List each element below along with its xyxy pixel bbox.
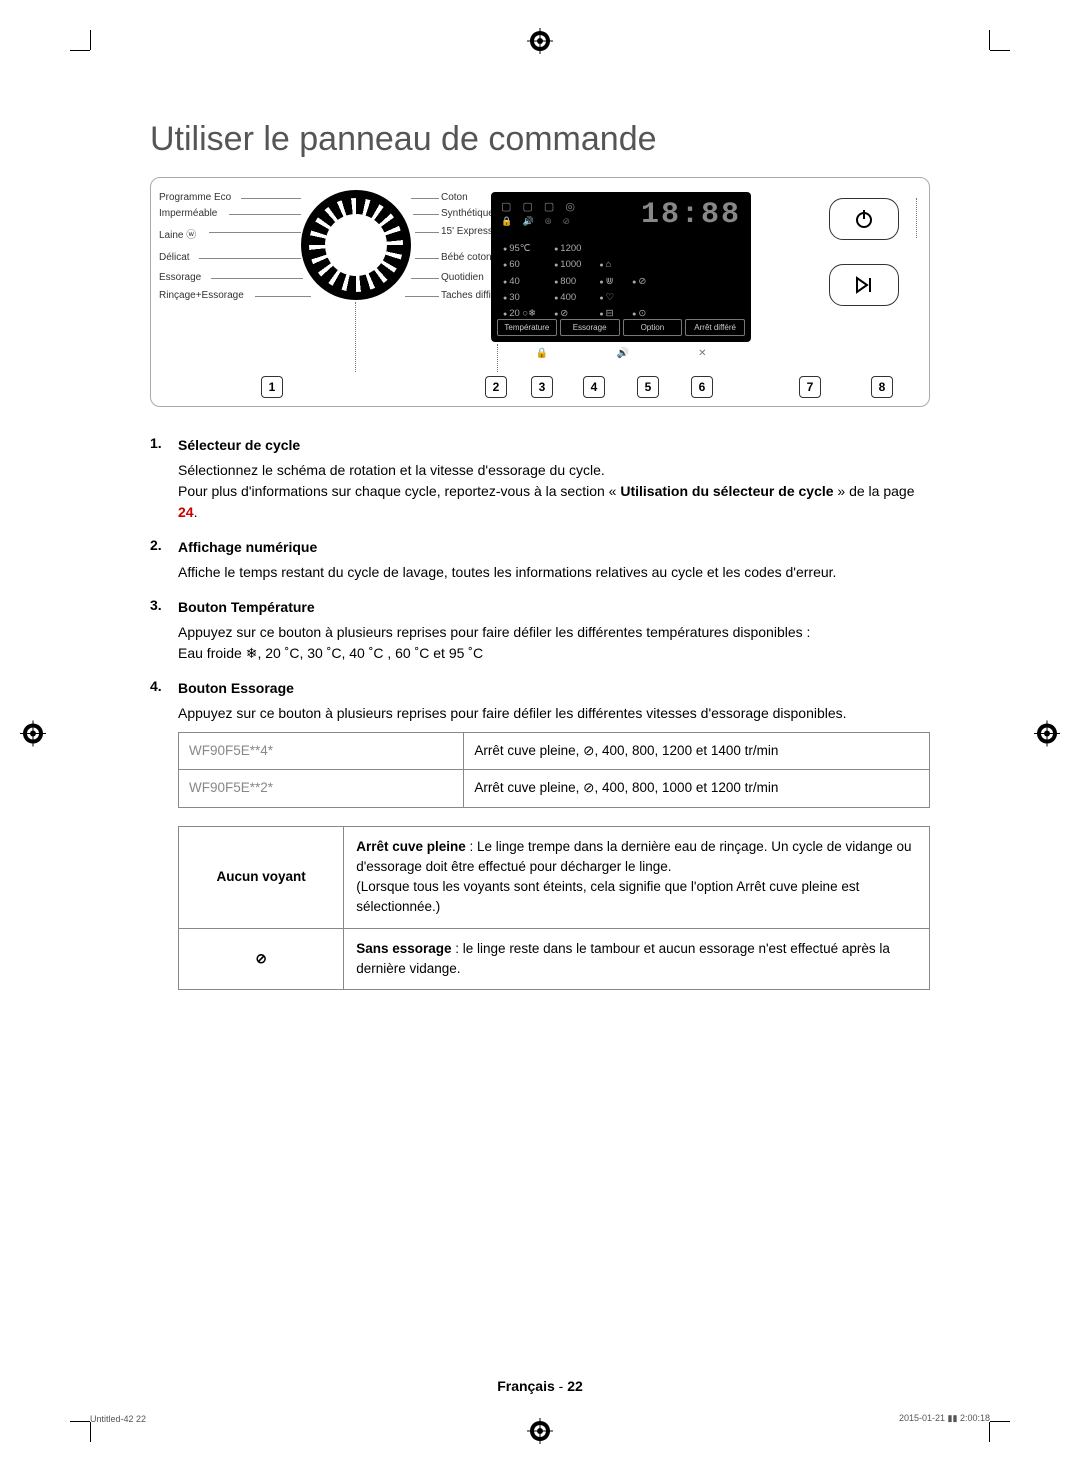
legend-label: Aucun voyant: [179, 826, 344, 928]
crop-mark: [70, 50, 90, 51]
spin-button: Essorage: [560, 319, 620, 336]
spin-speeds-cell: Arrêt cuve pleine, ⊘, 400, 800, 1000 et …: [464, 770, 930, 807]
footer-language-page: Français - 22: [497, 1378, 583, 1394]
crop-mark: [70, 1421, 90, 1422]
legend-desc: Arrêt cuve pleine : Le linge trempe dans…: [344, 826, 930, 928]
item-line: Pour plus d'informations sur chaque cycl…: [178, 481, 930, 502]
legend-table: Aucun voyant Arrêt cuve pleine : Le ling…: [178, 826, 930, 991]
display-icons-row2: 🔒 🔊 ⊛ ⊘: [501, 216, 574, 227]
item-1: 1. Sélecteur de cycle Sélectionnez le sc…: [150, 435, 930, 523]
registration-mark-bottom: [527, 1418, 553, 1444]
digital-display: ▢ ▢ ▢ ◎ 🔒 🔊 ⊛ ⊘ 18:88 95℃1200 601000⌂ 40…: [491, 192, 751, 342]
play-pause-icon: [853, 274, 875, 296]
item-3: 3. Bouton Température Appuyez sur ce bou…: [150, 597, 930, 664]
power-button: [829, 198, 899, 240]
dial-label: Essorage: [159, 272, 201, 283]
display-time: 18:88: [641, 198, 741, 232]
temperature-button: Température: [497, 319, 557, 336]
delay-button: Arrêt différé: [685, 319, 745, 336]
dial-label: Délicat: [159, 252, 190, 263]
callout-8: 8: [871, 376, 893, 398]
item-title: Affichage numérique: [178, 537, 930, 558]
callout-2: 2: [485, 376, 507, 398]
item-4: 4. Bouton Essorage Appuyez sur ce bouton…: [150, 678, 930, 990]
registration-mark-left: [20, 721, 46, 752]
footer-timestamp: 2015-01-21 ▮▮ 2:00:18: [899, 1413, 990, 1424]
dial-label: Rinçage+Essorage: [159, 290, 244, 301]
no-spin-icon: ⊘: [179, 928, 344, 990]
page-title: Utiliser le panneau de commande: [150, 120, 930, 159]
display-options-grid: 95℃1200 601000⌂ 40800⋓⊘ 30400♡ 20 ○❄⊘⊟⊙: [501, 240, 664, 323]
display-icons-row1: ▢ ▢ ▢ ◎: [501, 200, 579, 213]
content-area: Utiliser le panneau de commande Programm…: [150, 120, 930, 1372]
descriptions-list: 1. Sélecteur de cycle Sélectionnez le sc…: [150, 435, 930, 990]
item-2: 2. Affichage numérique Affiche le temps …: [150, 537, 930, 583]
callout-7: 7: [799, 376, 821, 398]
spin-speeds-cell: Arrêt cuve pleine, ⊘, 400, 800, 1200 et …: [464, 733, 930, 770]
item-line: Eau froide ❄, 20 ˚C, 30 ˚C, 40 ˚C , 60 ˚…: [178, 643, 930, 664]
callout-1: 1: [261, 376, 283, 398]
item-title: Bouton Température: [178, 597, 930, 618]
model-cell: WF90F5E**4*: [179, 733, 464, 770]
table-row: Aucun voyant Arrêt cuve pleine : Le ling…: [179, 826, 930, 928]
footer-filename: Untitled-42 22: [90, 1414, 146, 1424]
control-panel-diagram: Programme Eco Imperméable Laine ⓦ Délica…: [150, 177, 930, 407]
crop-mark: [990, 1421, 1010, 1422]
dial-label: Programme Eco: [159, 192, 231, 203]
item-line: Appuyez sur ce bouton à plusieurs repris…: [178, 622, 930, 643]
item-title: Sélecteur de cycle: [178, 435, 930, 456]
option-button: Option: [623, 319, 683, 336]
item-line: Appuyez sur ce bouton à plusieurs repris…: [178, 703, 930, 724]
item-line: Affiche le temps restant du cycle de lav…: [178, 562, 930, 583]
callout-3: 3: [531, 376, 553, 398]
registration-mark-right: [1034, 721, 1060, 752]
power-icon: [853, 208, 875, 230]
callout-5: 5: [637, 376, 659, 398]
crop-mark: [90, 1422, 91, 1442]
item-line: Sélectionnez le schéma de rotation et la…: [178, 460, 930, 481]
page-ref: 24: [178, 504, 194, 520]
table-row: WF90F5E**4* Arrêt cuve pleine, ⊘, 400, 8…: [179, 733, 930, 770]
model-cell: WF90F5E**2*: [179, 770, 464, 807]
models-table: WF90F5E**4* Arrêt cuve pleine, ⊘, 400, 8…: [178, 732, 930, 808]
crop-mark: [989, 1422, 990, 1442]
callout-6: 6: [691, 376, 713, 398]
dial-label: Quotidien: [441, 272, 484, 283]
display-buttons-row: Température Essorage Option Arrêt différ…: [497, 319, 745, 336]
table-row: ⊘ Sans essorage : le linge reste dans le…: [179, 928, 930, 990]
table-row: WF90F5E**2* Arrêt cuve pleine, ⊘, 400, 8…: [179, 770, 930, 807]
dial-label: Bébé coton: [441, 252, 492, 263]
dial-label: 15' Express: [441, 226, 493, 237]
page: Utiliser le panneau de commande Programm…: [0, 0, 1080, 1472]
cycle-dial: [301, 190, 411, 300]
crop-mark: [989, 30, 990, 50]
item-title: Bouton Essorage: [178, 678, 930, 699]
registration-mark-top: [527, 28, 553, 54]
crop-mark: [90, 30, 91, 50]
dial-label: Imperméable: [159, 208, 217, 219]
dial-label: Coton: [441, 192, 468, 203]
start-pause-button: [829, 264, 899, 306]
dial-label: Laine ⓦ: [159, 226, 196, 241]
crop-mark: [990, 50, 1010, 51]
legend-desc: Sans essorage : le linge reste dans le t…: [344, 928, 930, 990]
callout-4: 4: [583, 376, 605, 398]
